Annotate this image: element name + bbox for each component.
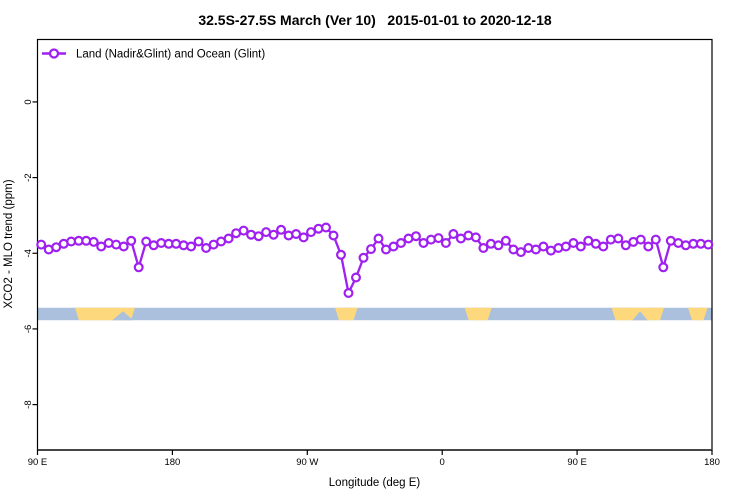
data-point [643,241,654,252]
data-point [126,235,137,246]
y-axis-title: XCO2 - MLO trend (ppm) [3,179,15,308]
data-point [575,241,586,252]
data-point [440,238,451,249]
data-point [328,230,339,241]
data-point [358,252,369,263]
data-point [373,233,384,244]
x-tick-label: 180 [704,457,720,468]
data-point [515,247,526,258]
x-axis-title: Longitude (deg E) [329,477,421,489]
data-point [88,236,99,247]
data-point [500,235,511,246]
data-point [658,262,669,273]
data-point [433,233,444,244]
data-point [448,229,459,240]
data-point [411,231,422,242]
chart-title: 32.5S-27.5S March (Ver 10) 2015-01-01 to… [198,12,552,28]
x-tick-label: 0 [440,457,445,468]
x-tick-label: 180 [164,457,180,468]
legend-label: Land (Nadir&Glint) and Ocean (Glint) [76,49,265,61]
data-point [193,236,204,247]
axes: 90 E 180 90 W 0 90 E 180 0 -2 -4 -6 -8 [23,99,720,468]
data-point [96,241,107,252]
data-series [36,222,714,299]
y-tick-label: 0 [23,99,34,104]
data-point [141,236,152,247]
land-segment [464,307,492,321]
legend: Land (Nadir&Glint) and Ocean (Glint) [42,48,265,61]
x-tick-label: 90 W [296,457,318,468]
data-point [635,234,646,245]
y-tick-label: -8 [23,400,34,408]
data-point [343,288,354,299]
legend-marker-icon [48,48,60,59]
data-point [276,224,287,235]
data-point [133,262,144,273]
land-segment [335,307,358,321]
data-point [538,241,549,252]
data-point [396,238,407,249]
data-point [388,241,399,252]
data-point [366,244,377,255]
data-point [613,233,624,244]
data-point [223,233,234,244]
ocean-notch [632,311,648,321]
data-point [650,234,661,245]
data-point [321,222,332,233]
land-segment [688,307,708,321]
data-point [351,272,362,283]
data-point [493,240,504,251]
x-tick-label: 90 E [28,457,48,468]
data-point [186,241,197,252]
y-tick-label: -2 [23,173,34,181]
y-tick-label: -6 [23,325,34,333]
data-point [268,229,279,240]
data-point [253,231,264,242]
data-point [336,249,347,260]
surface-band [37,307,712,321]
ocean-band [37,307,712,321]
data-point [478,243,489,254]
data-point [36,239,47,250]
data-point [298,232,309,243]
data-point [703,239,714,250]
data-point [598,241,609,252]
data-point [238,225,249,236]
ocean-notch [112,311,134,321]
x-tick-label: 90 E [567,457,587,468]
data-point [560,241,571,252]
data-point [470,232,481,243]
y-tick-label: -4 [23,249,34,257]
data-point [118,241,129,252]
